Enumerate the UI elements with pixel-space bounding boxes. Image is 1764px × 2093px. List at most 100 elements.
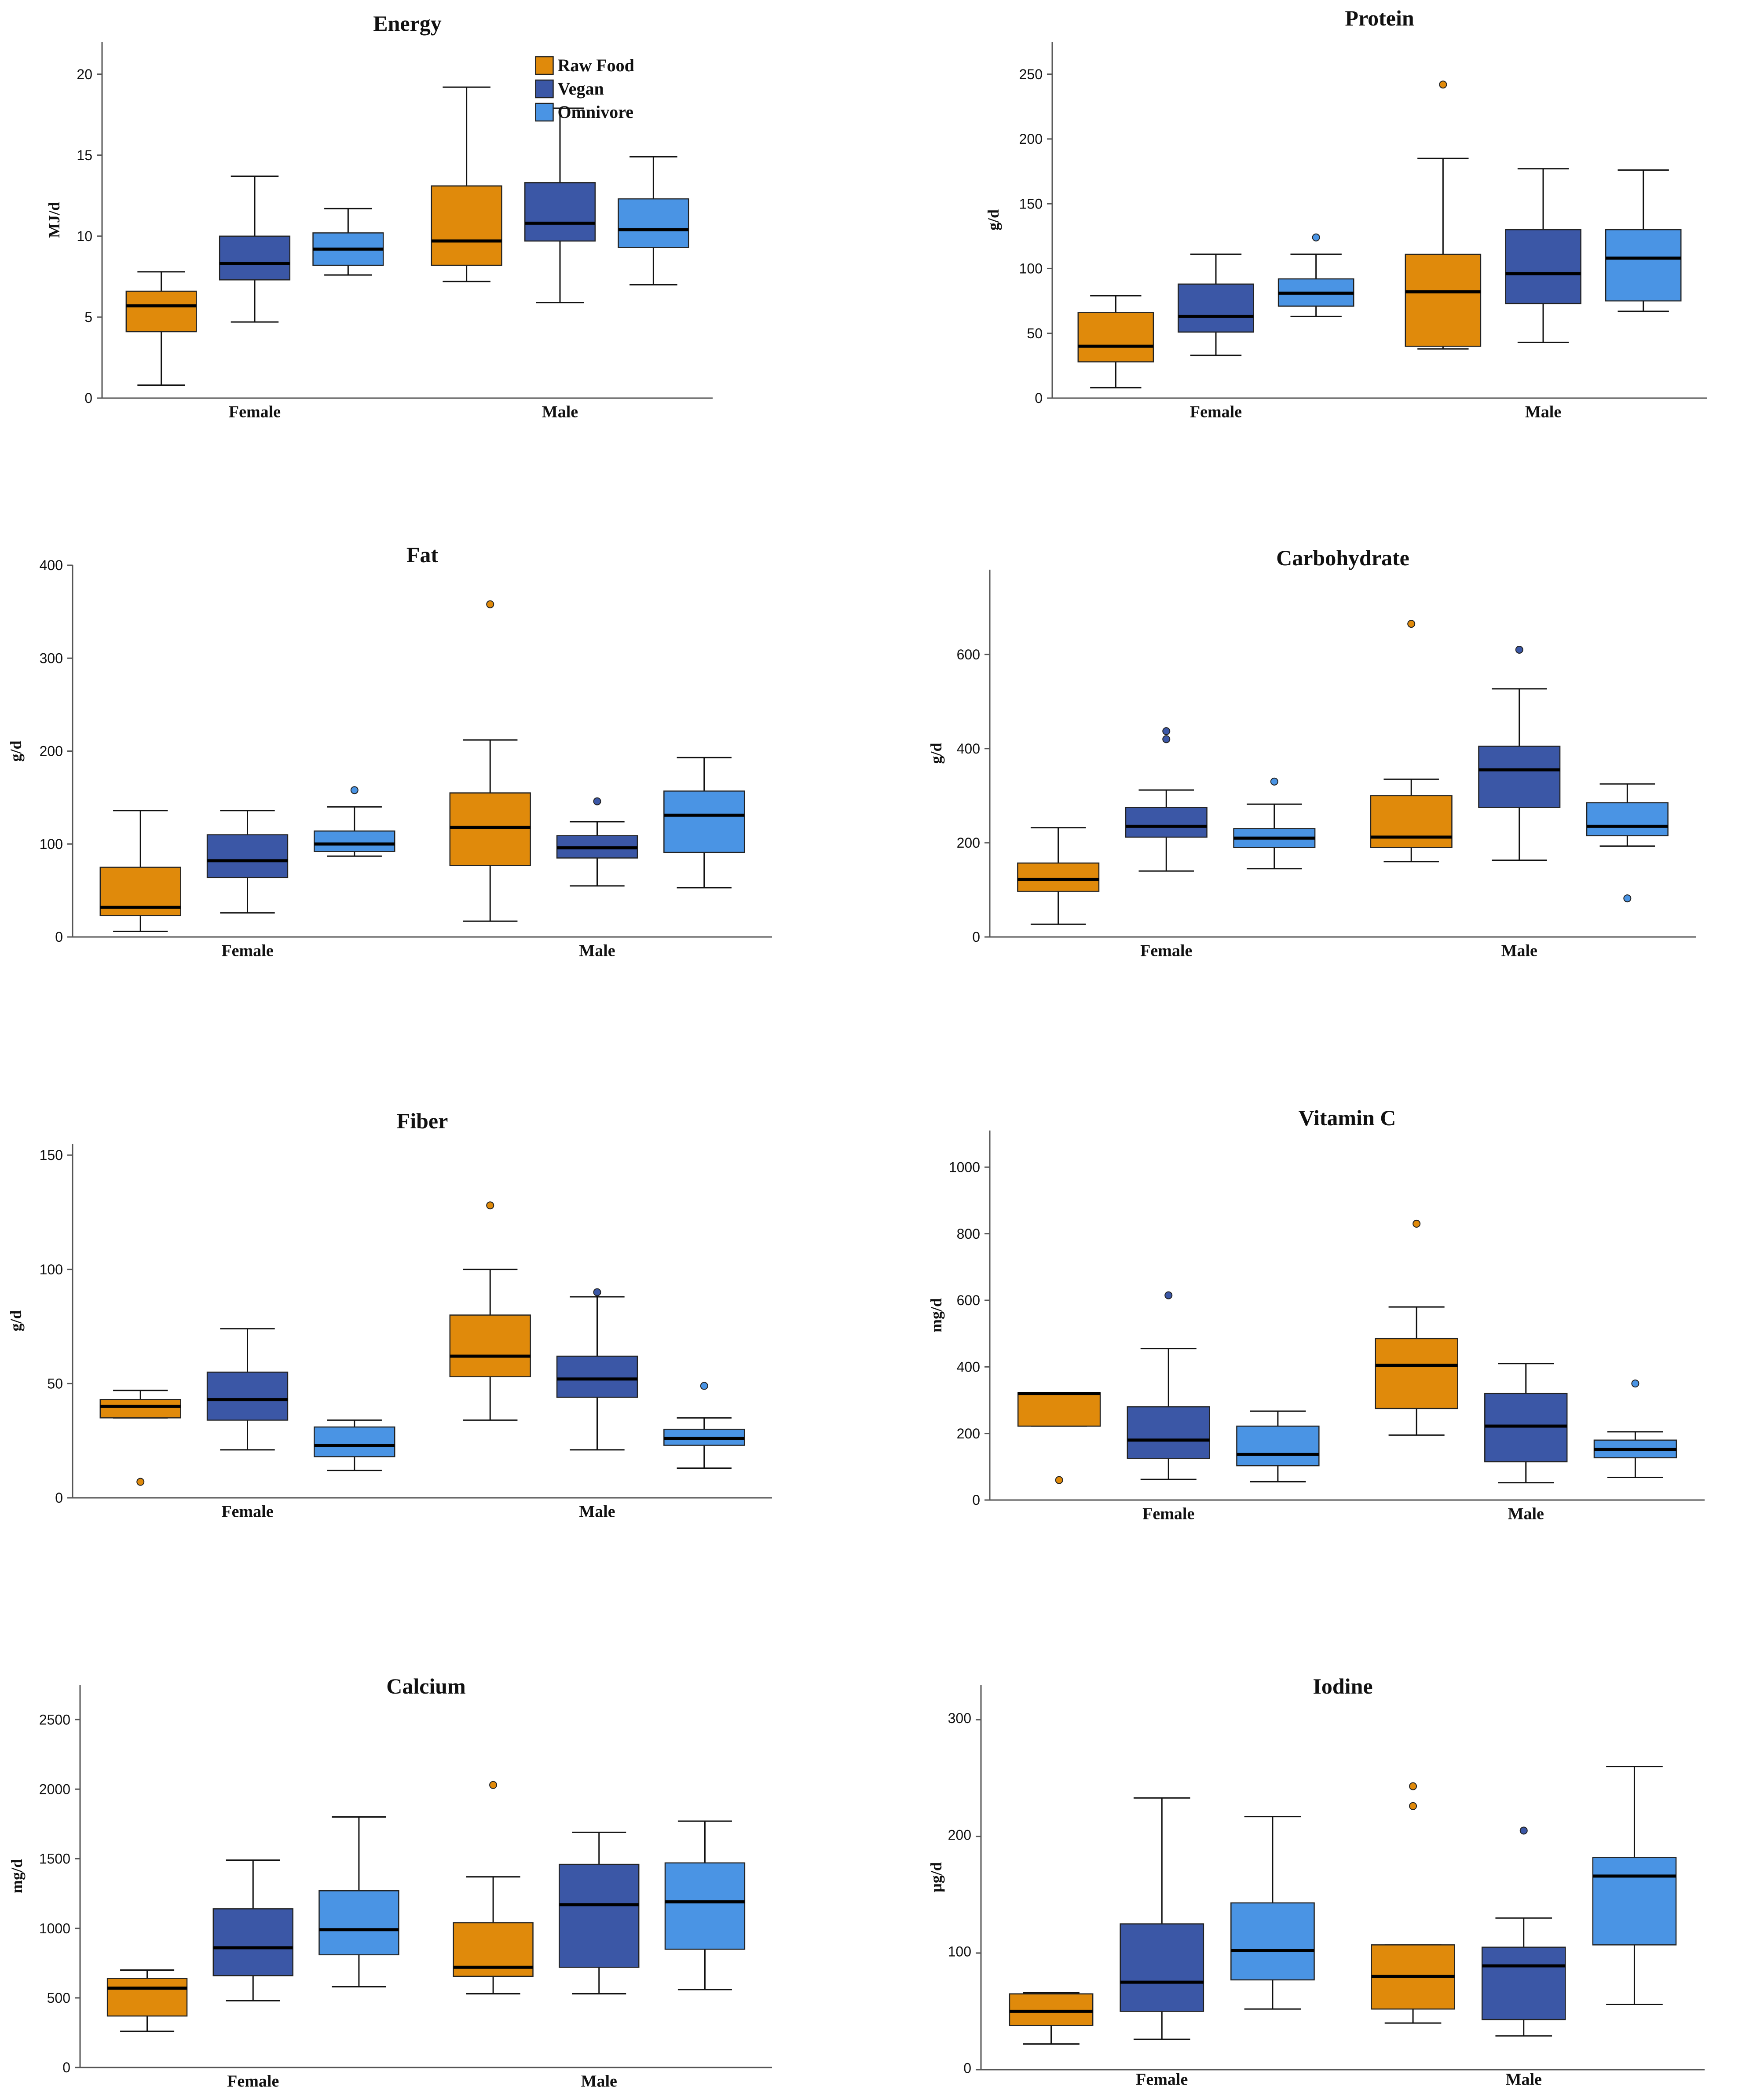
y-axis-label: µg/d <box>927 1862 945 1892</box>
box-raw-food-male <box>431 86 502 282</box>
y-tick-label: 100 <box>948 1944 971 1960</box>
box-iqr <box>206 834 289 878</box>
box-omnivore-male <box>663 1382 745 1469</box>
outlier-point <box>486 600 494 608</box>
outlier-point <box>1162 727 1171 735</box>
y-tick-label: 2500 <box>39 1712 70 1727</box>
outlier-point <box>1623 894 1632 903</box>
box-raw-food-male <box>1370 620 1453 863</box>
box-iqr <box>1405 253 1482 347</box>
box-iqr <box>663 790 745 853</box>
box-iqr <box>1375 1338 1458 1409</box>
chart-title: Iodine <box>1313 1674 1372 1698</box>
x-tick-label-female: Female <box>1190 403 1242 421</box>
box-omnivore-male <box>1593 1379 1677 1478</box>
chart-carbohydrate: Carbohydrate 0 200 400 600 g/d Female Male <box>927 545 1696 960</box>
chart-title: Protein <box>1345 6 1414 30</box>
outlier-point <box>1162 735 1171 743</box>
chart-protein: Protein 0 50 100 150 200 250 g/d Female Male <box>984 6 1707 421</box>
box-iqr <box>1125 807 1208 838</box>
box-iqr <box>219 235 291 281</box>
outlier-point <box>1439 80 1447 89</box>
box-omnivore-female <box>312 208 384 276</box>
outlier-point <box>1519 1826 1528 1835</box>
box-omnivore-male <box>1605 169 1682 312</box>
box-raw-food-female <box>106 1969 188 2032</box>
y-axis-label: mg/d <box>8 1859 26 1893</box>
box-vegan-female <box>1178 253 1254 356</box>
box-omnivore-female <box>314 1419 395 1471</box>
outlier-point <box>1312 233 1320 242</box>
y-tick-label: 50 <box>1027 326 1043 341</box>
x-tick-label-male: Male <box>1525 403 1561 421</box>
outlier-point <box>486 1201 494 1210</box>
x-tick-label-male: Male <box>1506 2071 1542 2089</box>
y-tick-label: 5 <box>84 309 92 325</box>
box-omnivore-female <box>1236 1410 1320 1482</box>
y-tick-label: 0 <box>55 929 63 945</box>
outlier-point <box>1413 1219 1421 1228</box>
box-vegan-male <box>1505 168 1581 343</box>
y-tick-label: 100 <box>40 1262 63 1277</box>
box-omnivore-male <box>664 1820 746 1991</box>
y-tick-label: 800 <box>957 1226 980 1242</box>
box-omnivore-male <box>1586 783 1669 903</box>
box-iqr <box>314 830 395 852</box>
legend-swatch-omnivore <box>535 102 554 122</box>
outlier-point <box>1631 1379 1640 1388</box>
x-tick-label-female: Female <box>221 942 273 960</box>
y-tick-label: 200 <box>948 1827 971 1843</box>
box-vegan-male <box>1478 645 1561 861</box>
outlier-point <box>489 1781 498 1789</box>
x-tick-label-male: Male <box>1501 942 1537 960</box>
x-tick-label-male: Male <box>1508 1505 1544 1523</box>
box-iqr <box>318 1890 399 1955</box>
box-iqr <box>1127 1406 1210 1459</box>
box-vegan-female <box>206 810 289 914</box>
box-raw-food-male <box>1371 1782 1455 2024</box>
box-iqr <box>314 1426 395 1457</box>
box-iqr <box>1230 1902 1315 1981</box>
outlier-point <box>1270 777 1278 786</box>
box-vegan-male <box>1484 1363 1568 1484</box>
chart-calcium: Calcium 0 500 1000 1500 2000 2500 mg/d Female Mal… <box>8 1674 772 2091</box>
box-iqr <box>431 185 502 266</box>
box-raw-food-male <box>449 1201 531 1421</box>
box-omnivore-male <box>1592 1766 1677 2005</box>
legend-swatch-raw-food <box>535 56 554 75</box>
box-vegan-male <box>556 797 638 887</box>
y-axis-label: g/d <box>7 1310 25 1331</box>
y-tick-label: 10 <box>77 228 92 244</box>
box-raw-food-male <box>453 1781 534 1994</box>
x-tick-label-female: Female <box>221 1503 273 1521</box>
y-tick-label: 400 <box>40 557 63 573</box>
box-iqr <box>664 1862 746 1950</box>
chart-fiber: Fiber 0 50 100 150 g/d Female Male <box>7 1109 772 1521</box>
box-omnivore-female <box>1277 233 1354 317</box>
chart-title: Calcium <box>386 1674 466 1698</box>
box-iqr <box>1009 1993 1094 2026</box>
chart-vitamin-c: Vitamin C 0 200 400 600 800 1000 mg/d Female Male <box>927 1105 1705 1523</box>
box-vegan-female <box>219 176 291 323</box>
box-iqr <box>1178 283 1254 333</box>
box-iqr <box>206 1372 289 1421</box>
box-iqr <box>1077 312 1154 362</box>
box-raw-food-female <box>1017 1392 1101 1484</box>
box-vegan-male <box>559 1831 640 1994</box>
box-iqr <box>1586 802 1669 837</box>
box-iqr <box>556 1355 638 1398</box>
box-raw-food-female <box>1017 827 1100 925</box>
box-iqr <box>1120 1923 1204 2012</box>
box-iqr <box>99 1399 181 1419</box>
box-iqr <box>106 1978 188 2017</box>
box-omnivore-female <box>318 1816 399 1988</box>
y-axis-label: g/d <box>927 743 945 764</box>
box-vegan-female <box>1127 1291 1210 1480</box>
y-axis-label: g/d <box>984 209 1002 231</box>
outlier-point <box>593 797 601 805</box>
legend-label-omnivore: Omnivore <box>557 102 633 122</box>
y-tick-label: 1500 <box>39 1851 70 1867</box>
outlier-point <box>1409 1802 1417 1810</box>
chart-title: Vitamin C <box>1299 1105 1396 1130</box>
